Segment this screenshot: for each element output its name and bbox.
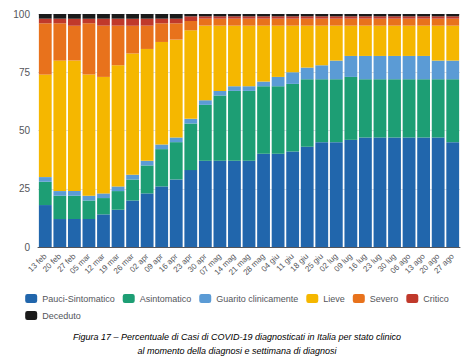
svg-text:16 apr: 16 apr [157,251,180,275]
svg-text:Lieve: Lieve [323,294,345,304]
svg-text:Asintomatico: Asintomatico [140,294,192,304]
svg-text:02 lug: 02 lug [317,251,340,274]
svg-text:0: 0 [24,242,30,253]
svg-text:Pauci-Sintomatico: Pauci-Sintomatico [42,294,115,304]
svg-text:16 lug: 16 lug [346,251,369,274]
svg-text:50: 50 [19,125,31,136]
svg-text:07 mag: 07 mag [197,251,224,277]
svg-text:26 mar: 26 mar [111,251,136,276]
svg-text:21 mag: 21 mag [227,251,253,277]
svg-text:14 mag: 14 mag [212,251,238,277]
svg-text:100: 100 [13,9,30,20]
svg-text:04 giu: 04 giu [259,251,282,274]
svg-text:19 mar: 19 mar [97,251,122,276]
svg-text:05 mar: 05 mar [68,251,93,276]
svg-text:25: 25 [19,183,31,194]
svg-text:06 ago: 06 ago [388,251,413,276]
svg-text:20 feb: 20 feb [40,251,63,274]
svg-text:09 lug: 09 lug [332,251,354,274]
svg-text:27 feb: 27 feb [55,251,78,274]
svg-text:Deceduto: Deceduto [42,311,81,321]
svg-text:Figura 17 – Percentuale di Cas: Figura 17 – Percentuale di Casi di COVID… [73,332,401,342]
svg-text:al momento della diagnosi e se: al momento della diagnosi e settimana di… [137,346,337,356]
svg-text:Critico: Critico [423,294,449,304]
svg-text:13 feb: 13 feb [26,251,49,274]
svg-text:Severo: Severo [370,294,399,304]
svg-text:Guarito clinicamente: Guarito clinicamente [216,294,298,304]
svg-text:75: 75 [19,67,31,78]
svg-text:23 apr: 23 apr [171,251,194,275]
svg-text:27 ago: 27 ago [432,251,456,275]
svg-text:30 lug: 30 lug [375,251,398,274]
svg-text:18 giu: 18 giu [288,251,311,274]
svg-text:20 ago: 20 ago [417,251,442,276]
svg-text:30 apr: 30 apr [186,251,209,275]
svg-text:09 apr: 09 apr [142,251,165,275]
svg-text:12 mar: 12 mar [82,251,107,276]
svg-text:11 giu: 11 giu [274,251,296,274]
svg-text:23 lug: 23 lug [361,251,384,274]
svg-text:02 apr: 02 apr [127,251,151,275]
svg-text:13 ago: 13 ago [403,251,427,276]
svg-text:28 mag: 28 mag [241,251,267,277]
svg-text:25 giu: 25 giu [303,251,325,274]
